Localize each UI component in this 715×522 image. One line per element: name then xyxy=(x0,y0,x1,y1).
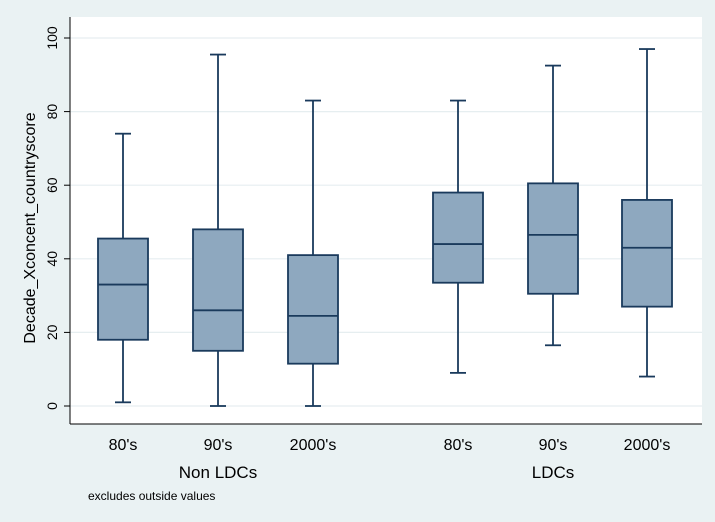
gridlines xyxy=(70,37,702,407)
box-iqr xyxy=(287,254,339,365)
boxes-layer xyxy=(97,48,673,407)
box-iqr xyxy=(432,191,484,284)
box-iqr xyxy=(97,237,149,341)
x-tick-label: 2000's xyxy=(624,437,671,454)
y-tick-label: 80 xyxy=(44,104,60,120)
box-non-ldcs-2000-s xyxy=(287,99,339,407)
box-iqr xyxy=(621,199,673,308)
y-axis-ticks: 0 20 40 60 80 100 xyxy=(44,26,70,410)
plot-area xyxy=(70,17,702,424)
box-ldcs-80-s xyxy=(432,99,484,374)
y-tick-label: 40 xyxy=(44,251,60,267)
x-tick-label: 90's xyxy=(539,437,568,454)
box-non-ldcs-90-s xyxy=(192,53,244,407)
y-axis-label: Decade_Xconcent_countryscore xyxy=(22,112,39,343)
x-tick-label: 80's xyxy=(109,437,138,454)
y-tick-label: 0 xyxy=(44,402,60,410)
y-tick-label: 60 xyxy=(44,177,60,193)
x-tick-label: 90's xyxy=(204,437,233,454)
box-iqr xyxy=(527,182,579,295)
box-iqr xyxy=(192,228,244,352)
group-label: LDCs xyxy=(532,463,575,482)
y-tick-label: 20 xyxy=(44,324,60,340)
x-axis-labels: 80's 90's 2000's 80's 90's 2000's xyxy=(109,437,671,454)
chart-note: excludes outside values xyxy=(88,489,215,503)
box-ldcs-2000-s xyxy=(621,48,673,378)
y-tick-label: 100 xyxy=(44,26,60,50)
box-non-ldcs-80-s xyxy=(97,132,149,404)
group-label: Non LDCs xyxy=(179,463,257,482)
box-ldcs-90-s xyxy=(527,64,579,347)
x-tick-label: 80's xyxy=(444,437,473,454)
group-labels: Non LDCs LDCs xyxy=(179,463,574,482)
x-tick-label: 2000's xyxy=(290,437,337,454)
